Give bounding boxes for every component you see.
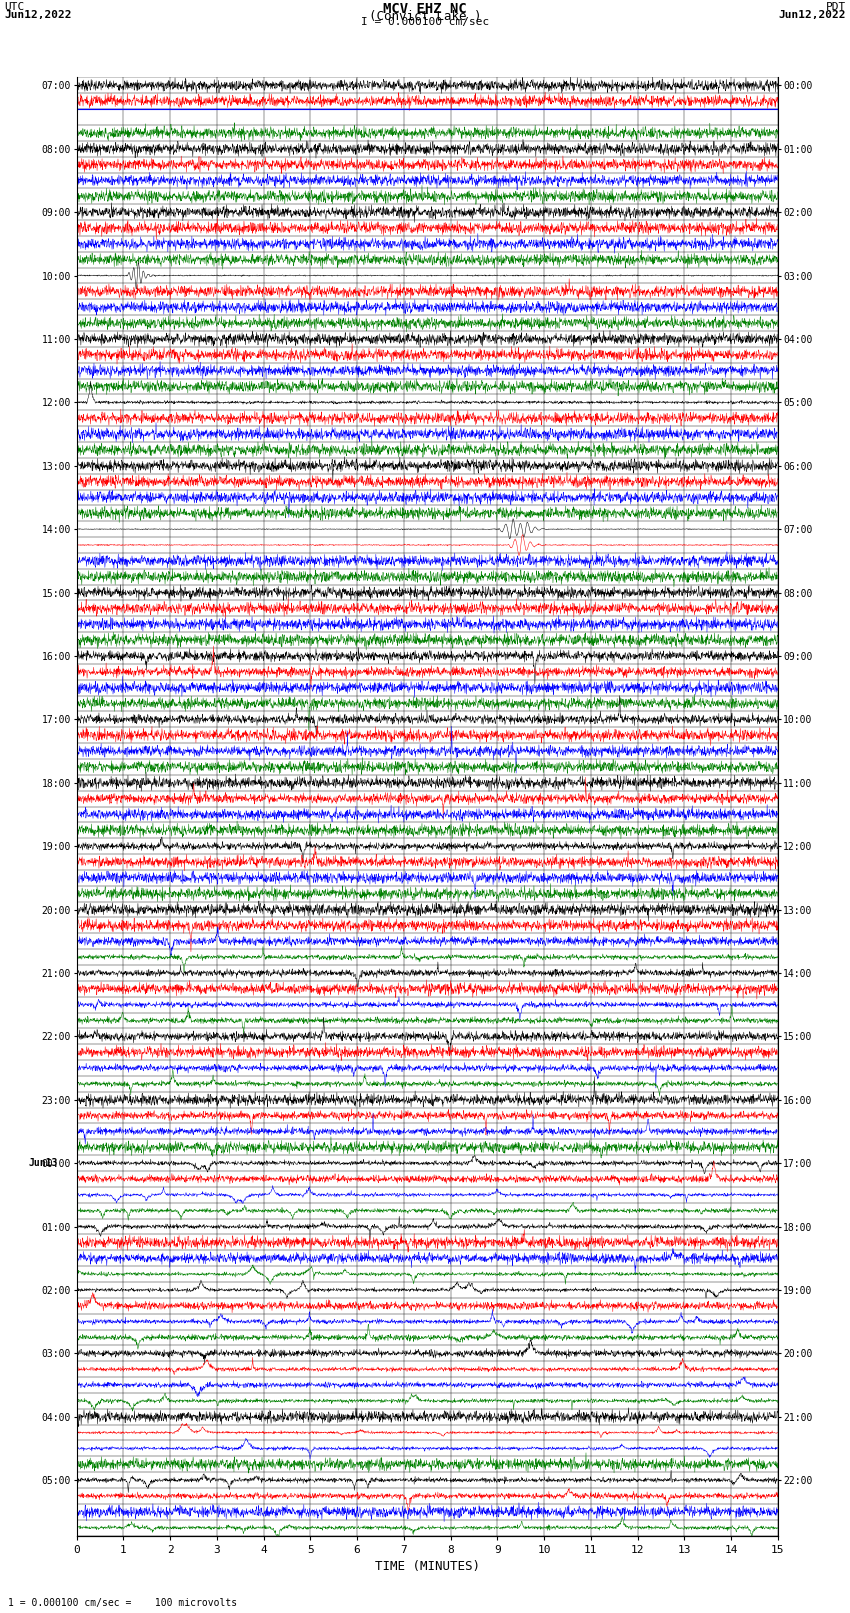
Text: Jun13: Jun13 [29, 1158, 58, 1168]
Text: Jun12,2022: Jun12,2022 [779, 10, 846, 19]
Text: PDT: PDT [825, 3, 846, 13]
Text: 1 = 0.000100 cm/sec =    100 microvolts: 1 = 0.000100 cm/sec = 100 microvolts [8, 1598, 238, 1608]
Text: (Convict Lake ): (Convict Lake ) [369, 10, 481, 23]
X-axis label: TIME (MINUTES): TIME (MINUTES) [375, 1560, 479, 1573]
Text: UTC: UTC [4, 3, 25, 13]
Text: Jun12,2022: Jun12,2022 [4, 10, 71, 19]
Text: I = 0.000100 cm/sec: I = 0.000100 cm/sec [361, 16, 489, 26]
Text: MCV EHZ NC: MCV EHZ NC [383, 3, 467, 16]
